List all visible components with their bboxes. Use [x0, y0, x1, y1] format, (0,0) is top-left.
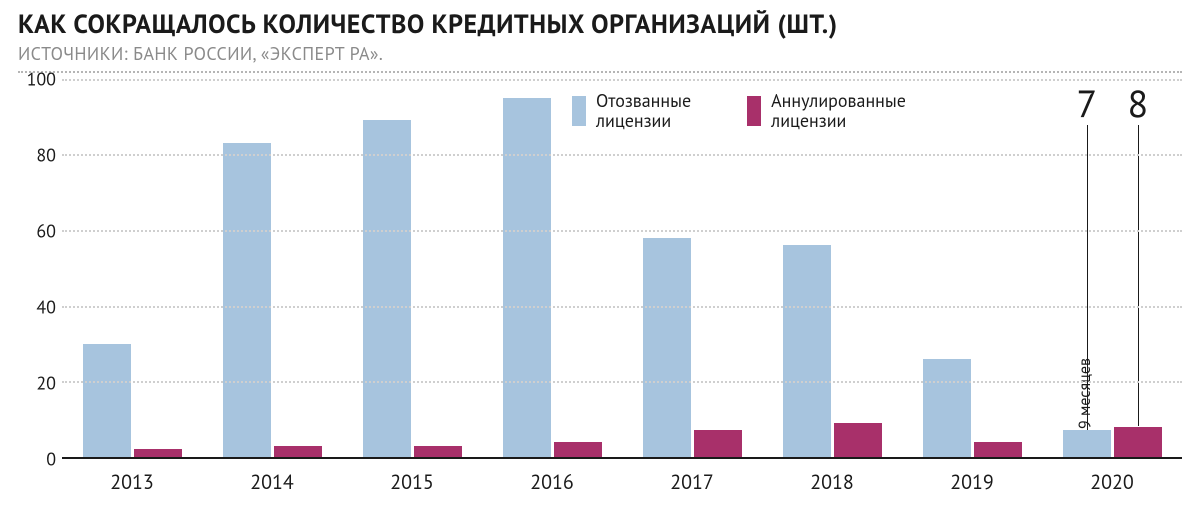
bar-revoked	[503, 98, 551, 457]
bar-group	[902, 79, 1042, 457]
y-tick-label: 40	[12, 295, 56, 318]
x-tick-label: 2016	[482, 459, 622, 495]
divider	[18, 71, 1182, 73]
bar-group	[202, 79, 342, 457]
x-tick-label: 2018	[762, 459, 902, 495]
bar-group	[342, 79, 482, 457]
chart-subtitle: ИСТОЧНИКИ: БАНК РОССИИ, «ЭКСПЕРТ РА».	[18, 42, 1182, 65]
chart-title: КАК СОКРАЩАЛОСЬ КОЛИЧЕСТВО КРЕДИТНЫХ ОРГ…	[18, 10, 1182, 40]
x-tick-label: 2014	[202, 459, 342, 495]
bar-annulled	[134, 449, 182, 457]
y-axis: 020406080100	[18, 79, 62, 459]
bar-group	[762, 79, 902, 457]
plot-area: Отозванные лицензии Аннулированные лиценз…	[62, 79, 1182, 459]
bar-group	[62, 79, 202, 457]
gridline	[62, 230, 1182, 232]
x-tick-label: 2015	[342, 459, 482, 495]
x-axis: 20132014201520162017201820192020	[62, 459, 1182, 495]
x-tick-label: 2020	[1042, 459, 1182, 495]
x-tick-label: 2013	[62, 459, 202, 495]
legend-item: Аннулированные лицензии	[747, 91, 906, 131]
bar-annulled	[694, 430, 742, 456]
bar-annulled	[834, 423, 882, 457]
legend-swatch	[572, 96, 586, 126]
legend-label: Отозванные лицензии	[596, 91, 691, 131]
legend-swatch	[747, 96, 761, 126]
gridline	[62, 381, 1182, 383]
bar-revoked	[923, 359, 971, 457]
bar-group	[482, 79, 622, 457]
bar-annulled	[974, 442, 1022, 457]
bar-group: 78 9 месяцев	[1042, 79, 1182, 457]
legend-item: Отозванные лицензии	[572, 91, 691, 131]
bar-group	[622, 79, 762, 457]
bar-annulled	[1114, 427, 1162, 457]
x-tick-label: 2017	[622, 459, 762, 495]
bar-revoked	[223, 143, 271, 457]
x-tick-label: 2019	[902, 459, 1042, 495]
gridline	[62, 154, 1182, 156]
y-tick-label: 0	[12, 447, 56, 470]
callout-value-left: 7	[1077, 85, 1098, 123]
callout-side-label: 9 месяцев	[1075, 358, 1095, 429]
bar-annulled	[414, 446, 462, 457]
bar-annulled	[274, 446, 322, 457]
bar-revoked	[643, 238, 691, 457]
callout-value-right: 8	[1128, 85, 1149, 123]
bar-groups: 78 9 месяцев	[62, 79, 1182, 457]
y-tick-label: 100	[12, 67, 56, 90]
y-tick-label: 60	[12, 219, 56, 242]
gridline	[62, 306, 1182, 308]
legend: Отозванные лицензии Аннулированные лиценз…	[572, 91, 906, 131]
bar-revoked	[783, 245, 831, 457]
bar-revoked	[83, 344, 131, 457]
gridline	[62, 79, 1182, 81]
y-tick-label: 80	[12, 143, 56, 166]
chart-area: 020406080100 Отозванные лицензии Аннулиро…	[18, 79, 1182, 459]
bar-revoked	[1063, 430, 1111, 456]
y-tick-label: 20	[12, 371, 56, 394]
bar-revoked	[363, 120, 411, 456]
bar-annulled	[554, 442, 602, 457]
legend-label: Аннулированные лицензии	[771, 91, 906, 131]
